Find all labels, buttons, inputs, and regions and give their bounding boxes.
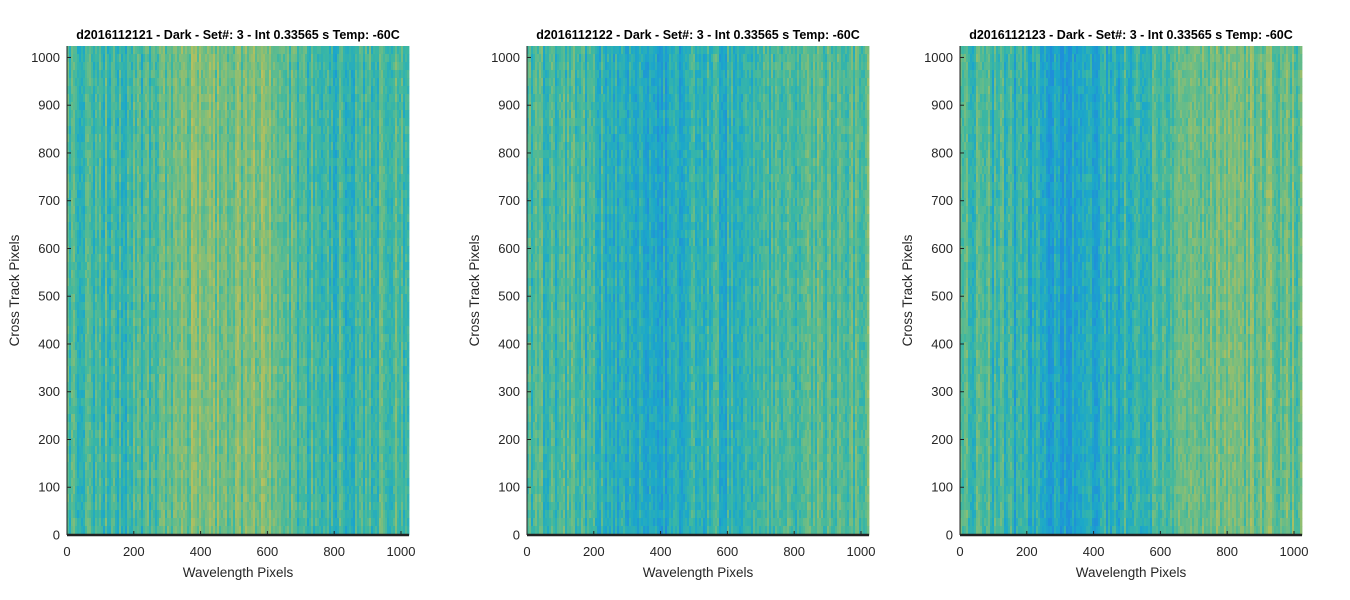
y-tick-label: 1000 [31,50,60,65]
heatmap-image [67,46,409,535]
x-tick-label: 800 [1216,544,1238,559]
y-tick-label: 600 [498,241,520,256]
x-tick-label: 1000 [387,544,416,559]
y-tick-label: 600 [931,241,953,256]
y-tick-label: 800 [931,145,953,160]
x-tick-label: 0 [63,544,70,559]
y-tick-label: 900 [498,98,520,113]
x-tick-label: 400 [650,544,672,559]
x-tick-label: 600 [257,544,279,559]
x-tick-label: 1000 [1280,544,1309,559]
y-tick-label: 800 [498,145,520,160]
x-tick-label: 200 [123,544,145,559]
y-tick-label: 300 [38,384,60,399]
y-tick-label: 400 [38,336,60,351]
y-tick-label: 600 [38,241,60,256]
y-tick-label: 800 [38,145,60,160]
y-tick-label: 400 [498,336,520,351]
y-tick-label: 200 [498,432,520,447]
y-tick-label: 0 [946,528,953,543]
y-tick-label: 500 [498,289,520,304]
x-tick-label: 800 [323,544,345,559]
y-tick-label: 1000 [491,50,520,65]
y-tick-label: 0 [513,528,520,543]
y-tick-label: 700 [498,193,520,208]
y-tick-label: 700 [931,193,953,208]
x-tick-label: 0 [523,544,530,559]
y-tick-label: 200 [931,432,953,447]
x-axis-label: Wavelength Pixels [1076,565,1187,580]
y-tick-label: 400 [931,336,953,351]
y-tick-label: 300 [931,384,953,399]
y-tick-label: 300 [498,384,520,399]
heatmap-image [960,46,1302,535]
chart-title: d2016112123 - Dark - Set#: 3 - Int 0.335… [969,28,1293,42]
chart-panel-3: 0 200 400 600 800 1000 0 100 200 300 400 500 600 700 8… [900,28,1308,580]
y-axis-label: Cross Track Pixels [7,234,22,346]
y-tick-label: 700 [38,193,60,208]
x-tick-label: 800 [783,544,805,559]
y-tick-label: 100 [498,480,520,495]
y-tick-label: 100 [38,480,60,495]
x-tick-label: 400 [190,544,212,559]
y-tick-label: 0 [53,528,60,543]
y-tick-label: 900 [38,98,60,113]
y-tick-label: 900 [931,98,953,113]
x-axis-label: Wavelength Pixels [183,565,294,580]
chart-panel-2: 0 200 400 600 800 1000 0 100 200 300 400 500 600 700 8… [467,28,875,580]
x-tick-label: 200 [583,544,605,559]
x-tick-label: 1000 [847,544,876,559]
x-tick-label: 200 [1016,544,1038,559]
chart-title: d2016112121 - Dark - Set#: 3 - Int 0.335… [76,28,400,42]
y-tick-label: 100 [931,480,953,495]
chart-title: d2016112122 - Dark - Set#: 3 - Int 0.335… [536,28,860,42]
x-tick-label: 0 [956,544,963,559]
x-tick-label: 400 [1083,544,1105,559]
y-tick-label: 500 [931,289,953,304]
y-tick-label: 200 [38,432,60,447]
y-tick-label: 500 [38,289,60,304]
y-tick-label: 1000 [924,50,953,65]
y-axis-label: Cross Track Pixels [467,234,482,346]
x-axis-label: Wavelength Pixels [643,565,754,580]
y-axis-label: Cross Track Pixels [900,234,915,346]
x-tick-label: 600 [717,544,739,559]
x-tick-label: 600 [1150,544,1172,559]
heatmap-image [527,46,869,535]
chart-panel-1: 0 200 400 600 800 1000 0 100 200 300 400 500 600 700 8… [7,28,415,580]
